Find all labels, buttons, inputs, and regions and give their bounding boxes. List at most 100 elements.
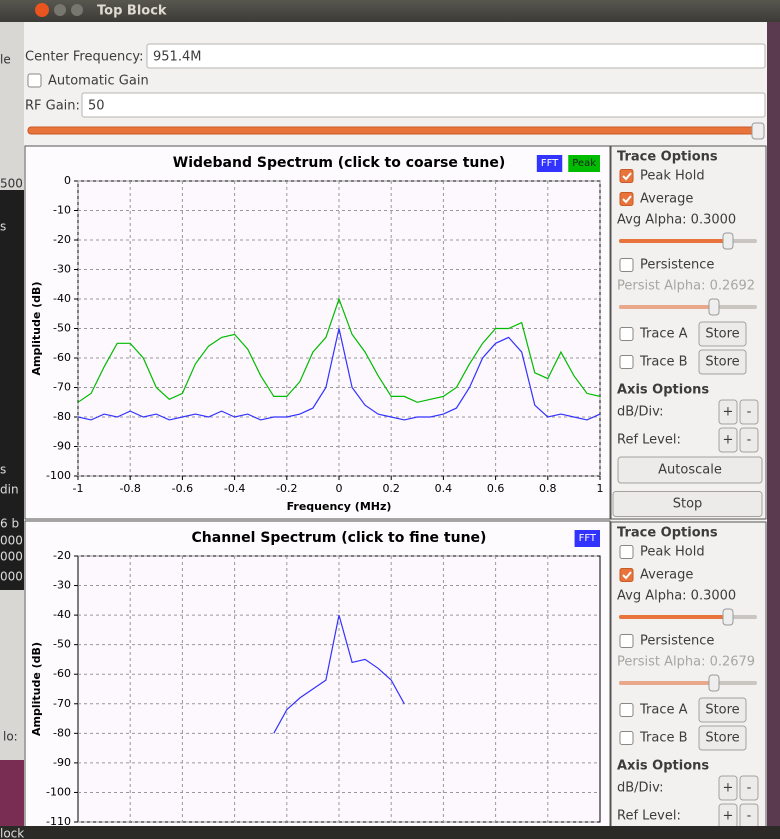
stop-button[interactable]: [612, 491, 763, 517]
x-tick-label: -0.2: [276, 482, 297, 495]
y-axis-label: Amplitude (dB): [30, 642, 43, 736]
checkbox[interactable]: [619, 731, 634, 745]
checkbox-label: Trace B: [639, 731, 688, 746]
automatic-gain-checkbox[interactable]: [27, 73, 42, 88]
y-tick-label: -20: [53, 233, 71, 246]
panel-heading: Axis Options: [617, 759, 709, 774]
checkbox-label: Peak Hold: [640, 169, 705, 184]
legend-swatch[interactable]: [574, 530, 600, 547]
checkbox[interactable]: [619, 355, 634, 369]
background-text: lo:: [3, 730, 18, 744]
checkbox[interactable]: [619, 327, 634, 341]
rf-gain-knob[interactable]: [751, 122, 765, 140]
checkbox[interactable]: [619, 568, 634, 582]
background-text: din: [0, 483, 19, 497]
checkbox[interactable]: [619, 169, 634, 183]
y-tick-label: 0: [64, 174, 71, 187]
y-tick-label: -70: [53, 381, 71, 394]
store-button[interactable]: [698, 697, 747, 723]
slider-fill[interactable]: [619, 615, 728, 619]
panel-heading: Axis Options: [617, 383, 709, 398]
store-button-label: Store: [705, 731, 739, 746]
x-tick-label: -1: [73, 482, 84, 495]
window-title: Top Block: [97, 4, 167, 19]
slider-fill[interactable]: [619, 239, 728, 243]
background-texts: le 500 s s din 6 b 000 000 000 lo: lock: [0, 53, 24, 839]
panel-heading: Trace Options: [617, 526, 718, 541]
chart-title: Wideband Spectrum (click to coarse tune): [173, 155, 505, 171]
autoscale-button-label: Autoscale: [658, 463, 722, 478]
slider-fill[interactable]: [619, 681, 714, 685]
minus-button-label: -: [747, 405, 752, 420]
checkbox[interactable]: [619, 634, 634, 648]
store-button[interactable]: [698, 725, 747, 751]
minimize-button[interactable]: [54, 4, 66, 16]
slider-knob[interactable]: [722, 232, 734, 250]
persist-alpha-label: Persist Alpha: 0.2679: [617, 655, 755, 670]
rf-gain-label: RF Gain:: [25, 99, 80, 114]
legend-swatch[interactable]: [536, 155, 563, 172]
checkbox[interactable]: [619, 192, 634, 206]
minus-button[interactable]: [739, 427, 759, 453]
plus-button[interactable]: [718, 803, 738, 828]
store-button-label: Store: [705, 355, 739, 370]
checkbox[interactable]: [619, 258, 634, 272]
series-line: [78, 297, 600, 403]
autoscale-button[interactable]: [617, 456, 763, 484]
y-axis-label: Amplitude (dB): [30, 282, 43, 376]
slider-knob[interactable]: [708, 674, 720, 692]
background-text: 500: [0, 177, 23, 191]
stop-button-label: Stop: [673, 497, 703, 512]
checkbox[interactable]: [619, 703, 634, 717]
y-tick-label: -20: [53, 549, 71, 562]
minus-button[interactable]: [739, 803, 759, 828]
slider-knob[interactable]: [708, 298, 720, 316]
checkbox-label: Average: [640, 192, 693, 207]
slider-knob[interactable]: [722, 608, 734, 626]
minus-button[interactable]: [739, 775, 759, 801]
background-text: s: [0, 220, 6, 234]
minus-button[interactable]: [739, 399, 759, 425]
maximize-button[interactable]: [71, 4, 83, 16]
x-tick-label: 0.8: [539, 482, 557, 495]
chart: 0 -10 -20 -30 -40 -50 -60 -70 -80 -90 -100-1 -0.8 -0…: [24, 145, 611, 520]
chart-title: Channel Spectrum (click to fine tune): [192, 530, 487, 546]
plus-button[interactable]: [718, 399, 738, 425]
background-text: s: [0, 463, 6, 477]
legend-label: FFT: [541, 158, 559, 169]
y-tick-label: -40: [53, 608, 71, 621]
axis-option-label: dB/Div:: [617, 405, 664, 420]
window-content: Center Frequency: 951.4M Automatic Gain …: [24, 43, 767, 828]
plus-button[interactable]: [718, 427, 738, 453]
y-tick-label: -90: [53, 440, 71, 453]
store-button[interactable]: [698, 321, 747, 347]
y-tick-label: -70: [53, 697, 71, 710]
checkbox[interactable]: [619, 545, 634, 559]
legend-swatch[interactable]: [568, 155, 600, 172]
series-line: [78, 328, 600, 421]
checkmark: [622, 195, 632, 204]
x-tick-label: 1: [597, 482, 604, 495]
x-tick-label: 0.4: [435, 482, 453, 495]
y-tick-label: -10: [53, 204, 71, 217]
checkmark: [622, 172, 632, 181]
y-tick-label: -50: [53, 638, 71, 651]
minus-button-label: -: [747, 433, 752, 448]
axis-option-label: Ref Level:: [617, 433, 681, 448]
close-button[interactable]: [35, 3, 49, 17]
x-tick-label: -0.8: [119, 482, 140, 495]
rf-gain-value: 50: [88, 99, 105, 114]
y-tick-label: -110: [46, 815, 71, 828]
rf-gain-input[interactable]: [81, 92, 766, 118]
center-frequency-input[interactable]: [146, 43, 766, 69]
terminal-strip: [0, 190, 24, 590]
store-button-label: Store: [705, 703, 739, 718]
checkbox-label: Trace B: [639, 355, 688, 370]
store-button-label: Store: [705, 327, 739, 342]
checkbox-label: Trace A: [639, 327, 688, 342]
plus-button[interactable]: [718, 775, 738, 801]
background-text: 6 b: [0, 517, 19, 531]
rf-gain-slider[interactable]: [27, 126, 759, 135]
slider-fill[interactable]: [619, 305, 714, 309]
store-button[interactable]: [698, 349, 747, 375]
